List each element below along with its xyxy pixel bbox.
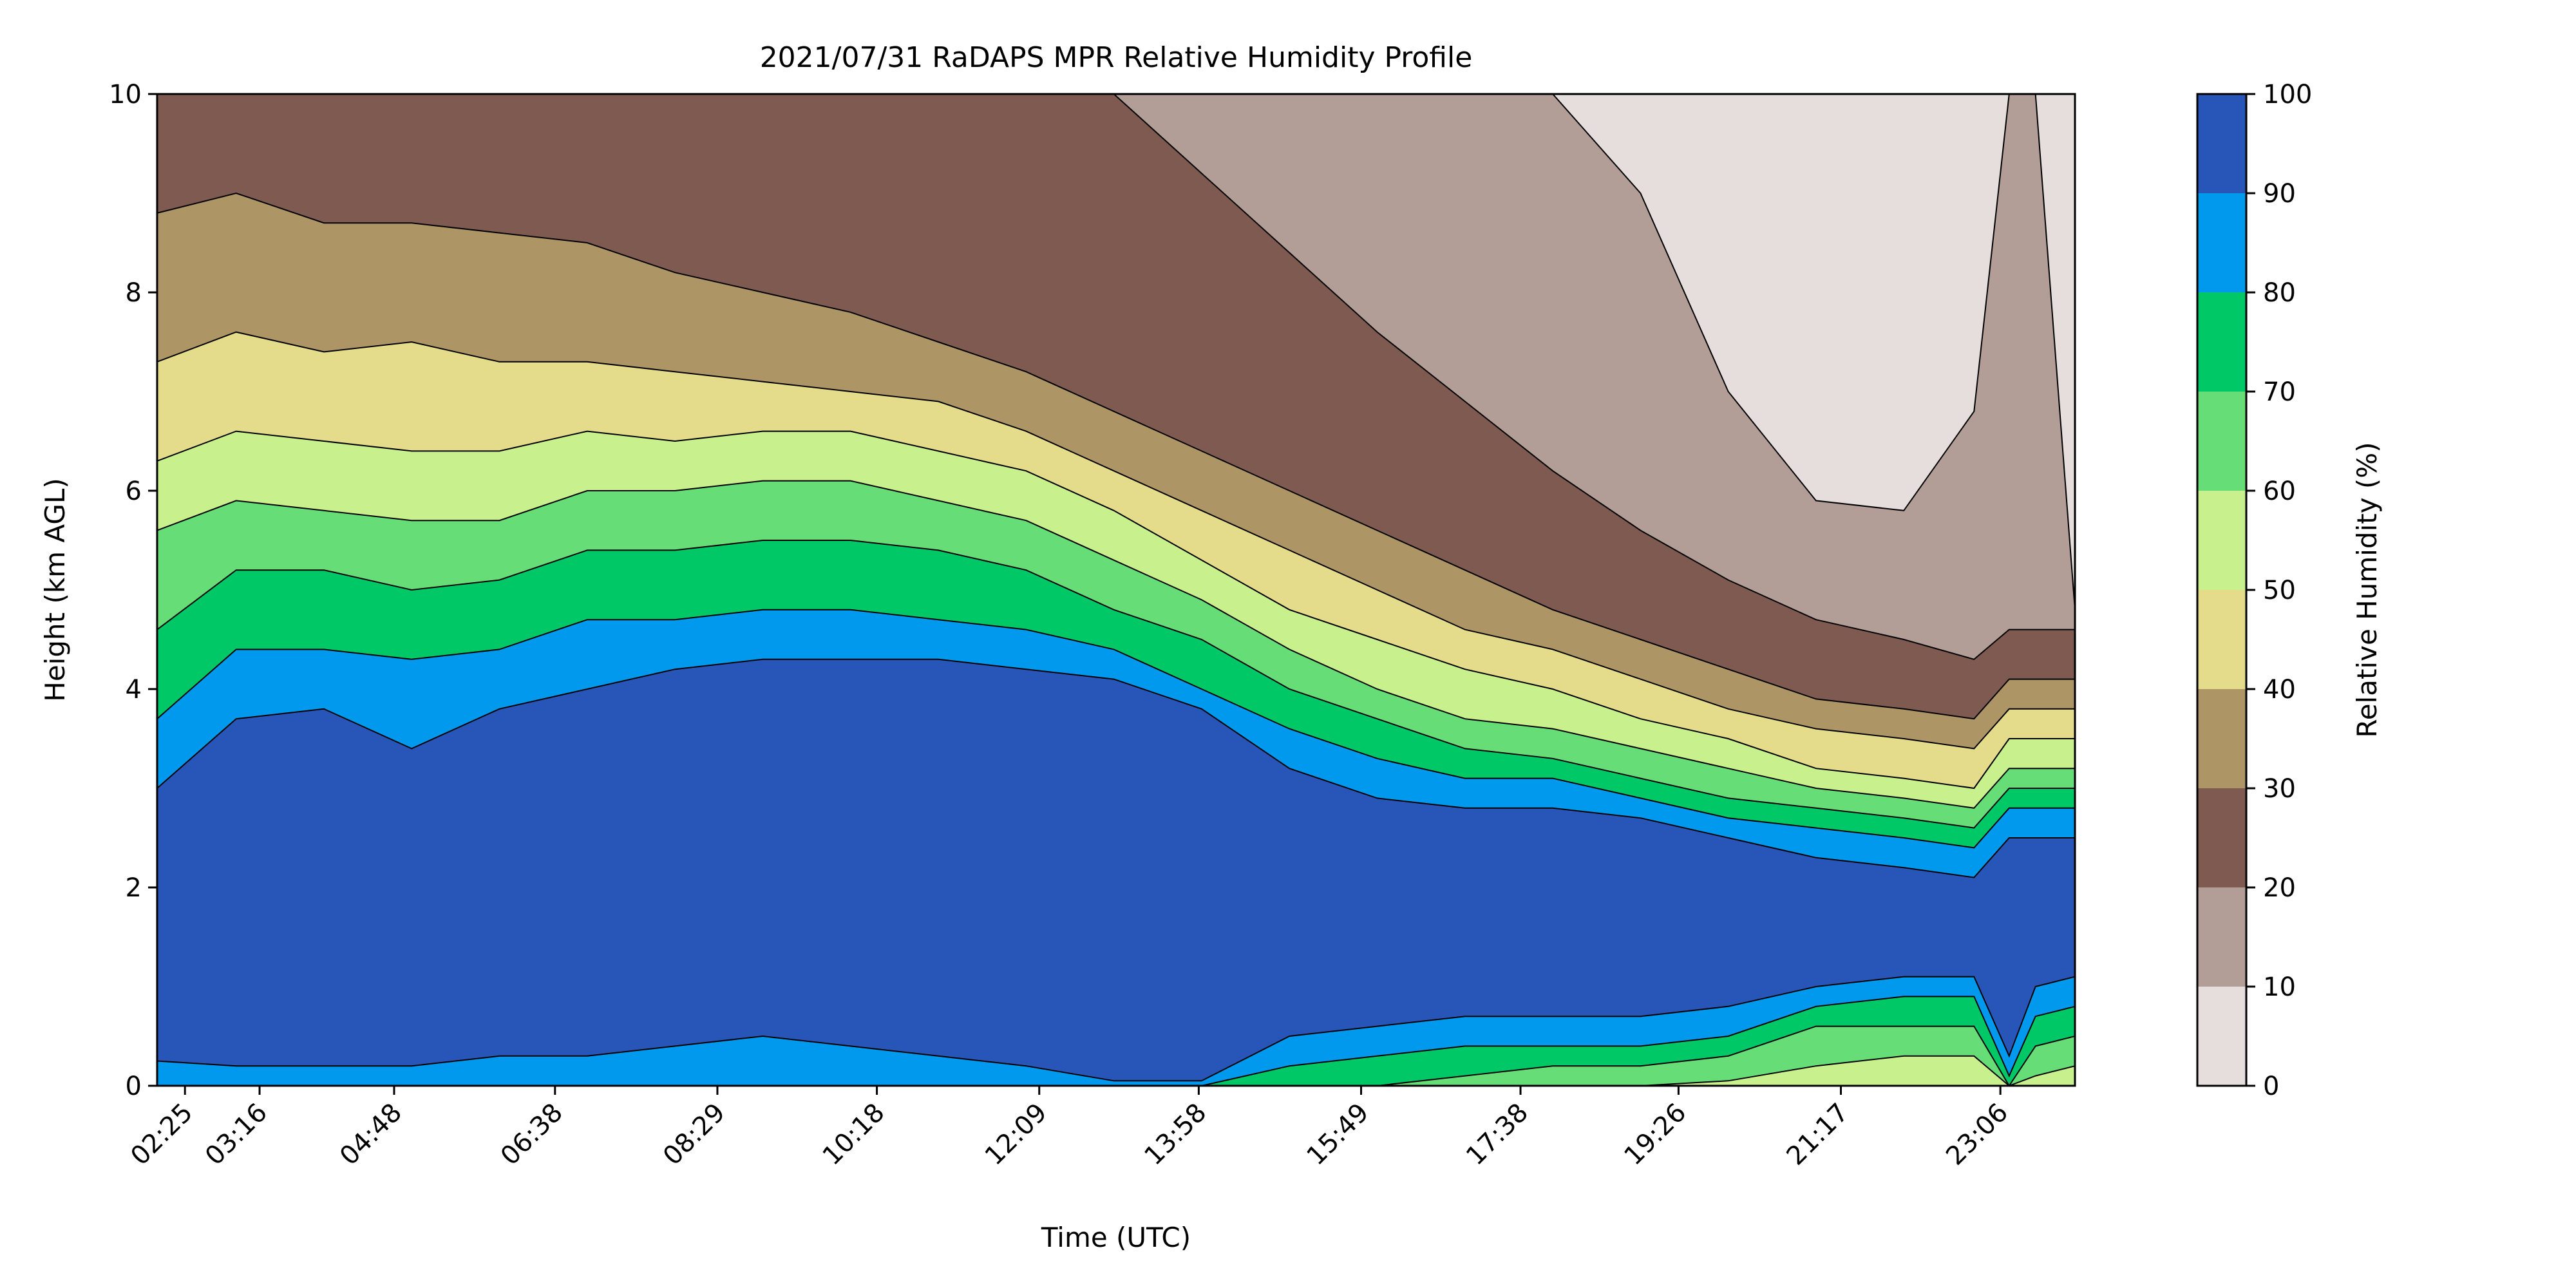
contour-rh-70 — [157, 540, 2075, 829]
rh-band-40-50 — [157, 332, 2075, 788]
contour-low-rh-80 — [157, 996, 2075, 1086]
x-axis-ticks: 02:25 03:16 04:48 06:38 08:29 10:18 12:09 13:58… — [125, 1086, 2014, 1171]
contour-low-rh-60 — [157, 1055, 2075, 1086]
colorbar-tick-label: 0 — [2263, 1072, 2279, 1101]
x-tick-label: 06:38 — [495, 1098, 569, 1171]
rh-band-50-60-upper — [157, 431, 2075, 808]
x-tick-label: 12:09 — [980, 1098, 1053, 1171]
y-tick-label: 6 — [126, 477, 142, 506]
colorbar — [2197, 94, 2246, 1086]
x-tick-label: 19:26 — [1618, 1098, 1692, 1171]
contour-lines — [157, 94, 2075, 1086]
y-axis-label: Height (km AGL) — [39, 478, 71, 701]
contour-low-rh-90 — [157, 976, 2075, 1082]
y-tick-label: 10 — [109, 80, 142, 109]
chart-title: 2021/07/31 RaDAPS MPR Relative Humidity … — [760, 41, 1473, 74]
colorbar-tick-label: 50 — [2263, 576, 2296, 605]
contour-rh-50 — [157, 430, 2075, 790]
colorbar-swatch — [2197, 987, 2246, 1086]
rh-band-80-90 — [157, 976, 2075, 1086]
rh-band-10-20 — [157, 94, 2075, 659]
colorbar-swatch — [2197, 94, 2246, 193]
rh-band-70-80-upper — [157, 540, 2075, 848]
x-tick-label: 13:58 — [1139, 1098, 1212, 1171]
colorbar-tick-label: 100 — [2263, 80, 2312, 109]
colorbar-tick-label: 90 — [2263, 179, 2296, 209]
contour-rh-20 — [157, 94, 2075, 660]
contour-rh-40 — [157, 331, 2075, 750]
x-axis-label: Time (UTC) — [1041, 1222, 1191, 1253]
rh-band-20-30 — [157, 94, 2075, 719]
y-tick-label: 8 — [126, 278, 142, 308]
y-tick-label: 4 — [126, 675, 142, 705]
colorbar-label: Relative Humidity (%) — [2351, 442, 2383, 737]
contour-rh-80 — [157, 609, 2075, 849]
rh-band-70-80 — [157, 996, 2075, 1086]
colorbar-swatch — [2197, 689, 2246, 788]
colorbar-swatch — [2197, 887, 2246, 987]
y-tick-label: 2 — [126, 873, 142, 903]
colorbar-tick-label: 10 — [2263, 972, 2296, 1002]
rh-band-80-90-upper — [157, 609, 2075, 878]
colorbar-tick-label: 20 — [2263, 873, 2296, 903]
colorbar-swatch — [2197, 292, 2246, 392]
x-tick-label: 03:16 — [200, 1098, 273, 1171]
x-tick-label: 17:38 — [1461, 1098, 1534, 1171]
colorbar-tick-label: 60 — [2263, 477, 2296, 506]
rh-band-90-100 — [157, 659, 2075, 1081]
plot-frame — [156, 93, 2076, 1087]
colorbar-swatch — [2197, 392, 2246, 491]
contour-rh-10 — [157, 94, 2075, 610]
colorbar-swatch — [2197, 788, 2246, 887]
colorbar-tick-label: 70 — [2263, 377, 2296, 407]
colorbar-tick-label: 80 — [2263, 278, 2296, 308]
rh-band-60-70-upper — [157, 480, 2075, 828]
colorbar-tick-label: 40 — [2263, 675, 2296, 705]
contour-low-rh-70 — [157, 1025, 2075, 1086]
contour-rh-30 — [157, 192, 2075, 720]
colorbar-ticks: 0 10 20 30 40 50 60 70 80 90 100 — [2246, 80, 2312, 1101]
x-tick-label: 15:49 — [1302, 1098, 1375, 1171]
rh-band-60-70 — [157, 1026, 2075, 1086]
colorbar-swatch — [2197, 193, 2246, 292]
x-tick-label: 08:29 — [658, 1098, 731, 1171]
contour-rh-90 — [157, 658, 2075, 878]
rh-band-30-40 — [157, 193, 2075, 749]
x-tick-label: 10:18 — [817, 1098, 891, 1171]
colorbar-tick-label: 30 — [2263, 774, 2296, 804]
y-tick-label: 0 — [126, 1072, 142, 1101]
x-tick-label: 21:17 — [1781, 1098, 1855, 1171]
x-tick-label: 23:06 — [1940, 1098, 2014, 1171]
y-axis-ticks: 0 2 4 6 8 10 — [109, 80, 157, 1101]
contour-bands — [157, 94, 2075, 1086]
contour-rh-60 — [157, 480, 2075, 809]
colorbar-swatch — [2197, 491, 2246, 590]
colorbar-swatch — [2197, 590, 2246, 689]
x-tick-label: 04:48 — [334, 1098, 408, 1171]
x-tick-label: 02:25 — [125, 1098, 198, 1171]
rh-band-0-10 — [157, 94, 2075, 610]
